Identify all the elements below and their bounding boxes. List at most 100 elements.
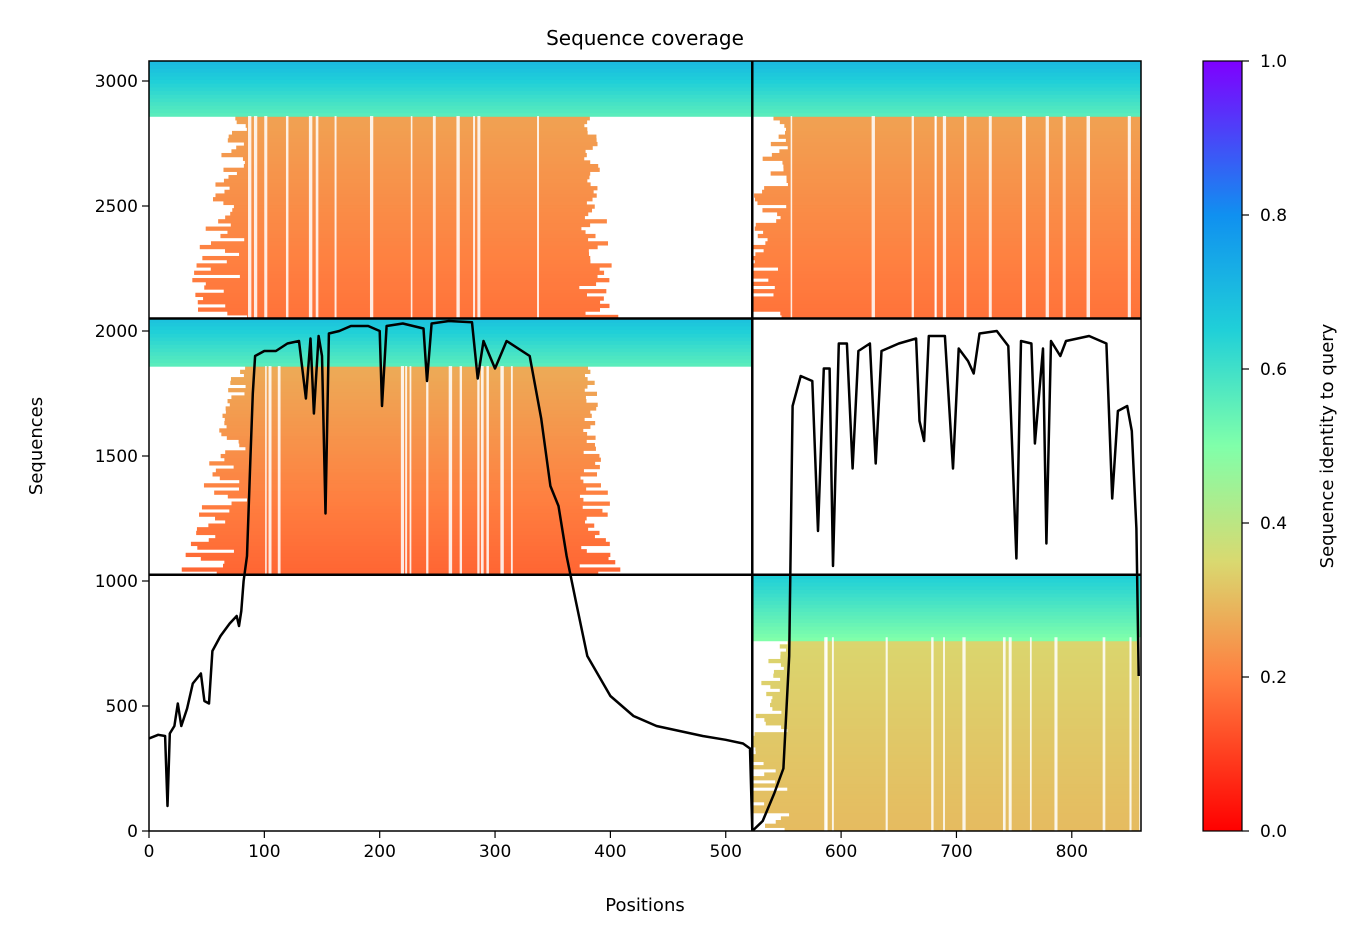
heatmap-row	[752, 574, 1141, 580]
x-tick-label: 700	[940, 842, 972, 862]
heatmap-row	[780, 816, 1141, 821]
heatmap-row	[764, 801, 1141, 806]
heatmap-row	[752, 307, 1141, 312]
heatmap-row	[752, 105, 1141, 110]
coverage-gap	[911, 116, 914, 319]
heatmap-row	[752, 776, 1141, 781]
heatmap-row	[215, 182, 591, 187]
heatmap-row	[204, 285, 580, 290]
coverage-gap	[885, 637, 888, 831]
heatmap-row	[752, 589, 1141, 594]
heatmap-row	[231, 149, 586, 154]
heatmap-row	[768, 658, 1141, 664]
heatmap-row	[149, 68, 753, 73]
coverage-gap	[473, 116, 476, 319]
heatmap-row	[780, 215, 1141, 220]
heatmap-row	[149, 362, 753, 367]
heatmap-row	[765, 241, 1141, 246]
heatmap-row	[149, 79, 753, 84]
coverage-gap	[1086, 116, 1091, 319]
plot-area	[148, 60, 1142, 832]
coverage-gap	[480, 366, 484, 575]
heatmap-row	[201, 505, 583, 510]
heatmap-row	[199, 244, 598, 250]
heatmap-row	[222, 413, 592, 418]
heatmap-row	[194, 270, 605, 275]
heatmap-row	[767, 237, 1141, 242]
coverage-gap	[400, 366, 404, 575]
heatmap-row	[216, 571, 599, 576]
heatmap-row	[773, 669, 1141, 675]
coverage-gap	[1102, 637, 1106, 831]
heatmap-row	[770, 702, 1141, 708]
heatmap-row	[226, 259, 591, 264]
y-tick-label: 3000	[95, 72, 138, 92]
coverage-gap	[315, 116, 319, 319]
heatmap-row	[228, 134, 597, 139]
heatmap-row	[762, 156, 1141, 161]
heatmap-block	[149, 318, 753, 576]
heatmap-row	[224, 560, 616, 565]
coverage-gap	[1139, 637, 1141, 831]
heatmap-row	[775, 768, 1141, 774]
heatmap-row	[149, 86, 753, 92]
heatmap-row	[225, 450, 584, 455]
heatmap-row	[754, 226, 1141, 231]
heatmap-row	[775, 779, 1141, 785]
heatmap-row	[149, 105, 753, 110]
heatmap-row	[752, 101, 1141, 106]
heatmap-row	[224, 457, 601, 462]
heatmap-row	[149, 347, 753, 353]
heatmap-row	[149, 108, 753, 114]
heatmap-row	[149, 112, 753, 117]
coverage-gap	[943, 637, 945, 831]
heatmap-row	[752, 622, 1141, 627]
heatmap-row	[240, 369, 591, 375]
heatmap-row	[245, 446, 596, 451]
heatmap-row	[149, 333, 753, 338]
heatmap-row	[192, 278, 610, 283]
heatmap-row	[755, 222, 1141, 228]
heatmap-row	[229, 186, 598, 191]
heatmap-row	[149, 90, 753, 95]
coverage-gap	[1062, 116, 1066, 319]
heatmap-row	[752, 289, 1141, 294]
heatmap-row	[243, 373, 586, 378]
coverage-gap	[988, 116, 992, 319]
heatmap-row	[149, 64, 753, 69]
heatmap-row	[773, 292, 1141, 298]
heatmap-row	[215, 193, 597, 198]
coverage-gap	[1023, 116, 1026, 319]
heatmap-row	[770, 684, 1141, 689]
heatmap-row	[773, 116, 1141, 121]
heatmap-row	[770, 171, 1141, 176]
heatmap-row	[752, 633, 1141, 638]
coverage-gap	[268, 366, 272, 575]
heatmap-row	[230, 380, 595, 385]
heatmap-row	[235, 116, 590, 121]
coverage-gap	[432, 116, 436, 319]
heatmap-row	[785, 127, 1141, 132]
colorbar-ticks: 0.0 0.2 0.4 0.6 0.8 1.0	[1242, 52, 1287, 842]
heatmap-row	[782, 160, 1141, 165]
y-tick-label: 500	[106, 697, 138, 717]
coverage-gap	[1045, 116, 1049, 319]
heatmap-row	[752, 296, 1141, 301]
heatmap-row	[220, 233, 596, 239]
heatmap-row	[776, 219, 1141, 224]
heatmap-row	[768, 278, 1141, 283]
y-tick-label: 1000	[95, 572, 138, 592]
heatmap-row	[149, 94, 753, 99]
heatmap-row	[772, 695, 1141, 700]
coverage-gap	[510, 366, 513, 575]
heatmap-row	[246, 497, 584, 503]
heatmap-row	[752, 244, 1141, 250]
x-axis: 0 100 200 300 400 500 600 700 800	[144, 831, 1088, 862]
heatmap-row	[752, 255, 1141, 261]
heatmap-row	[780, 651, 1141, 656]
heatmap-block	[149, 61, 753, 320]
heatmap-row	[149, 97, 753, 103]
colorbar-tick-label: 1.0	[1260, 52, 1287, 72]
heatmap-row	[243, 141, 598, 147]
heatmap-row	[149, 61, 753, 66]
